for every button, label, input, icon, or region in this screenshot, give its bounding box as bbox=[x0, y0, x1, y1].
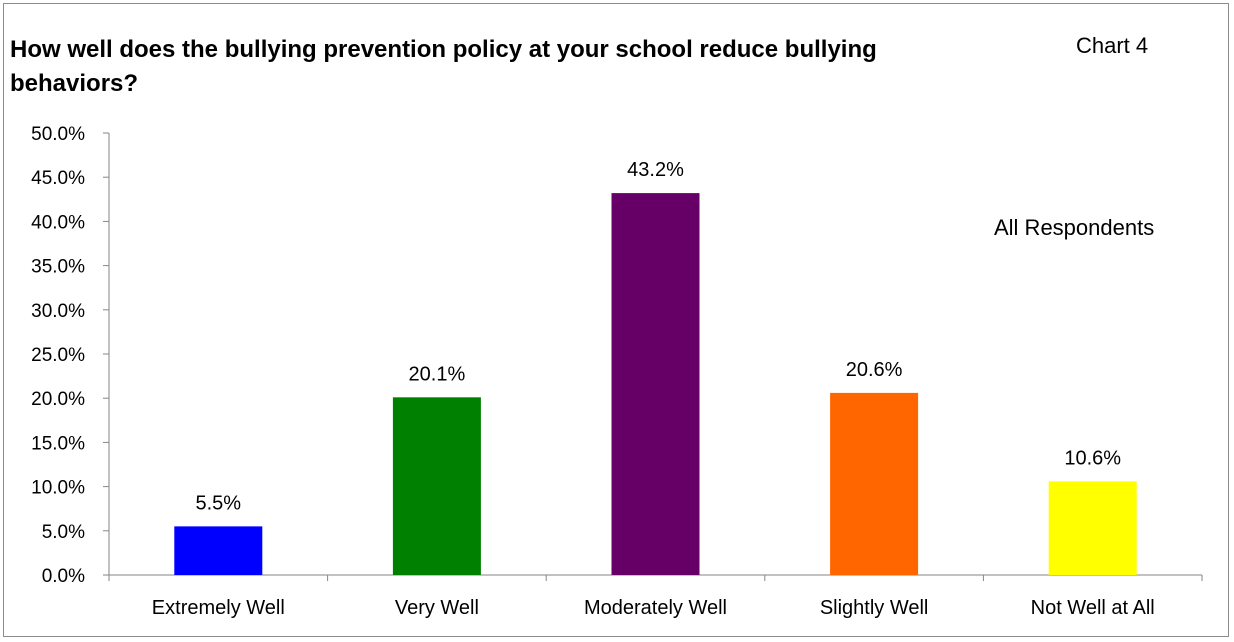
bar-moderately-well bbox=[611, 193, 700, 575]
x-tick-label: Very Well bbox=[395, 597, 479, 619]
data-label: 20.6% bbox=[846, 359, 903, 381]
y-tick-label: 45.0% bbox=[31, 168, 85, 189]
chart-subtitle: All Respondents bbox=[994, 215, 1155, 240]
data-label: 43.2% bbox=[627, 159, 684, 181]
y-tick-label: 10.0% bbox=[31, 478, 85, 499]
x-tick-label: Extremely Well bbox=[152, 597, 285, 619]
data-label: 20.1% bbox=[409, 363, 466, 385]
data-label: 5.5% bbox=[196, 492, 242, 514]
bar-not-well-at-all bbox=[1048, 481, 1137, 575]
y-tick-label: 25.0% bbox=[31, 345, 85, 366]
y-tick-label: 35.0% bbox=[31, 257, 85, 278]
x-tick-label: Not Well at All bbox=[1031, 597, 1155, 619]
bar-extremely-well bbox=[174, 526, 263, 575]
y-tick-label: 20.0% bbox=[31, 389, 85, 410]
bar-very-well bbox=[392, 397, 481, 575]
y-tick-label: 50.0% bbox=[31, 124, 85, 145]
x-tick-label: Slightly Well bbox=[820, 597, 929, 619]
x-tick-label: Moderately Well bbox=[584, 597, 727, 619]
y-tick-label: 15.0% bbox=[31, 433, 85, 454]
bar-slightly-well bbox=[830, 392, 919, 575]
data-label: 10.6% bbox=[1064, 447, 1121, 469]
chart-title: How well does the bullying prevention po… bbox=[10, 36, 877, 97]
y-tick-label: 40.0% bbox=[31, 212, 85, 233]
y-tick-label: 5.0% bbox=[42, 522, 85, 543]
chart-number: Chart 4 bbox=[1076, 33, 1149, 58]
y-tick-label: 0.0% bbox=[42, 566, 85, 587]
y-tick-label: 30.0% bbox=[31, 301, 85, 322]
